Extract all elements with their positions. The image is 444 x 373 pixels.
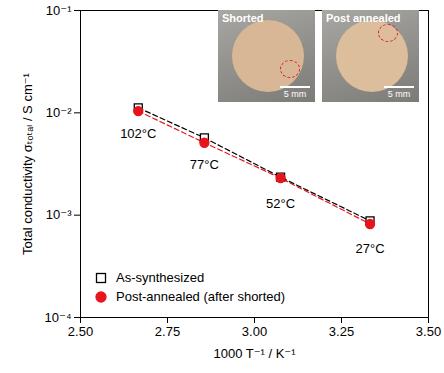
svg-text:1000 T⁻¹ / K⁻¹: 1000 T⁻¹ / K⁻¹ bbox=[213, 346, 296, 361]
svg-text:77°C: 77°C bbox=[190, 157, 219, 172]
svg-text:3.50: 3.50 bbox=[416, 324, 441, 339]
html-text:As-synthesized: As-synthesized bbox=[116, 270, 205, 285]
svg-text:10⁻³: 10⁻³ bbox=[46, 207, 72, 222]
svg-text:10⁻²: 10⁻² bbox=[46, 105, 72, 120]
html-text:Post-annealed (after shorted): Post-annealed (after shorted) bbox=[116, 289, 286, 304]
html-text:5 mm: 5 mm bbox=[387, 89, 411, 99]
svg-text:2.50: 2.50 bbox=[68, 324, 93, 339]
svg-text:102°C: 102°C bbox=[120, 126, 156, 141]
html-text:Shorted: Shorted bbox=[222, 12, 264, 24]
svg-text:52°C: 52°C bbox=[266, 196, 295, 211]
svg-text:27°C: 27°C bbox=[356, 241, 385, 256]
html-text:Post annealed: Post annealed bbox=[326, 12, 401, 24]
svg-text:10⁻¹: 10⁻¹ bbox=[46, 3, 72, 18]
html-text:5 mm: 5 mm bbox=[283, 89, 307, 99]
svg-text:3.25: 3.25 bbox=[329, 324, 354, 339]
svg-text:3.00: 3.00 bbox=[242, 324, 267, 339]
svg-text:2.75: 2.75 bbox=[155, 324, 180, 339]
svg-text:Total conductivity σₜₒₜₐₗ / S: Total conductivity σₜₒₜₐₗ / S cm⁻¹ bbox=[20, 72, 35, 255]
svg-text:10⁻⁴: 10⁻⁴ bbox=[45, 310, 72, 325]
